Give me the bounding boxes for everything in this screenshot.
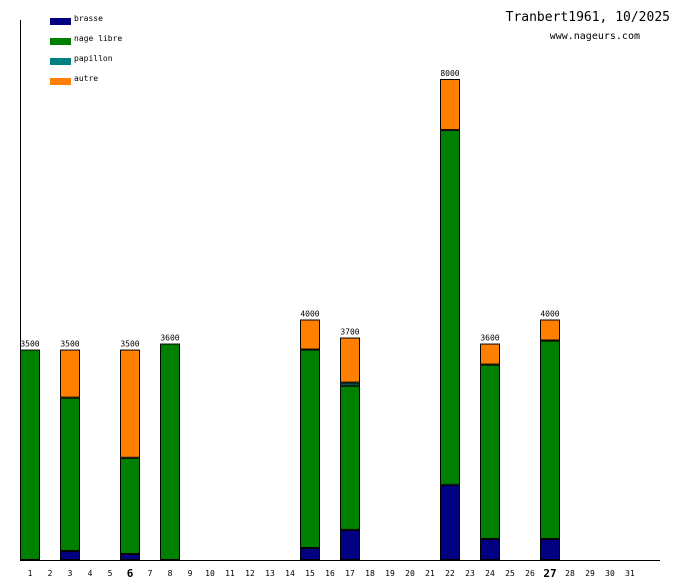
x-tick-label-day-3: 3 [68,569,73,578]
x-tick-label-day-13: 13 [265,569,275,578]
x-tick-label-day-7: 7 [148,569,153,578]
bar-autre-day-24 [480,343,500,365]
x-tick-label-day-31: 31 [625,569,635,578]
bar-nage-libre-day-3 [60,397,80,551]
bar-autre-day-6 [120,349,140,458]
total-label-day-3: 3500 [60,340,79,349]
legend-swatch-brasse [50,18,71,25]
site-url: www.nageurs.com [549,31,640,42]
x-tick-label-day-23: 23 [465,569,475,578]
total-labels-layer: 3500 3500 3500 3600 4000 3700 8000 3600 4000 [20,69,559,349]
legend-label-autre: autre [74,74,99,83]
legend-swatch-autre [50,78,71,85]
total-label-day-24: 3600 [480,334,499,343]
chart-title: Tranbert1961, 10/2025 [505,10,670,25]
x-tick-label-day-18: 18 [365,569,375,578]
x-tick-label-day-1: 1 [28,569,33,578]
bar-autre-day-22 [440,79,460,131]
bar-brasse-day-24 [480,538,500,560]
total-label-day-22: 8000 [440,69,459,78]
total-label-day-8: 3600 [160,334,179,343]
x-tick-label-day-6: 6 [127,567,134,580]
x-tick-label-day-19: 19 [385,569,395,578]
bar-brasse-day-27 [540,538,560,560]
bar-nage-libre-day-24 [480,364,500,539]
x-tick-label-day-26: 26 [525,569,535,578]
legend-label-papillon: papillon [74,54,113,63]
x-tick-label-day-29: 29 [585,569,595,578]
bar-papillon-day-17 [340,382,360,386]
x-tick-label-day-14: 14 [285,569,295,578]
x-tick-label-day-27: 27 [543,567,556,580]
bar-brasse-day-22 [440,484,460,560]
total-label-day-1: 3500 [20,340,39,349]
x-tick-label-day-8: 8 [168,569,173,578]
total-label-day-15: 4000 [300,310,319,319]
total-label-day-6: 3500 [120,340,139,349]
legend-label-brasse: brasse [74,14,103,23]
x-tick-label-day-28: 28 [565,569,575,578]
x-tick-label-day-11: 11 [225,569,235,578]
x-tick-label-day-20: 20 [405,569,415,578]
bar-brasse-day-3 [60,550,80,561]
total-label-day-27: 4000 [540,310,559,319]
x-tick-label-day-17: 17 [345,569,355,578]
x-tick-label-day-4: 4 [88,569,93,578]
legend-swatch-nage-libre [50,38,71,45]
x-tick-label-day-12: 12 [245,569,255,578]
x-tick-label-day-22: 22 [445,569,455,578]
x-tick-label-day-24: 24 [485,569,495,578]
x-tick-label-day-9: 9 [188,569,193,578]
bar-nage-libre-day-15 [300,349,320,548]
bar-nage-libre-day-1 [20,349,40,560]
x-tick-label-day-30: 30 [605,569,615,578]
bars-layer [20,79,560,561]
bar-autre-day-3 [60,349,80,398]
x-tick-label-day-5: 5 [108,569,113,578]
total-label-day-17: 3700 [340,328,359,337]
bar-autre-day-17 [340,337,360,383]
x-tick-label-day-2: 2 [48,569,53,578]
bar-brasse-day-15 [300,547,320,560]
bar-nage-libre-day-17 [340,385,360,530]
x-tick-label-day-21: 21 [425,569,435,578]
legend-label-nage-libre: nage libre [74,34,123,43]
legend-swatch-papillon [50,58,71,65]
bar-nage-libre-day-6 [120,457,140,554]
bar-brasse-day-6 [120,553,140,560]
x-tick-label-day-16: 16 [325,569,335,578]
bar-nage-libre-day-8 [160,343,180,560]
bar-nage-libre-day-27 [540,340,560,539]
x-tick-label-day-25: 25 [505,569,515,578]
bar-autre-day-27 [540,319,560,341]
x-tick-label-day-10: 10 [205,569,215,578]
bar-brasse-day-17 [340,529,360,560]
bar-nage-libre-day-22 [440,130,460,485]
bar-autre-day-15 [300,319,320,350]
x-tick-label-day-15: 15 [305,569,315,578]
x-tick-labels-layer: 1 2 3 4 5 6 7 8 9 10 11 12 13 14 15 16 17 18 19 20 21 22 23 24 2… [28,567,635,580]
